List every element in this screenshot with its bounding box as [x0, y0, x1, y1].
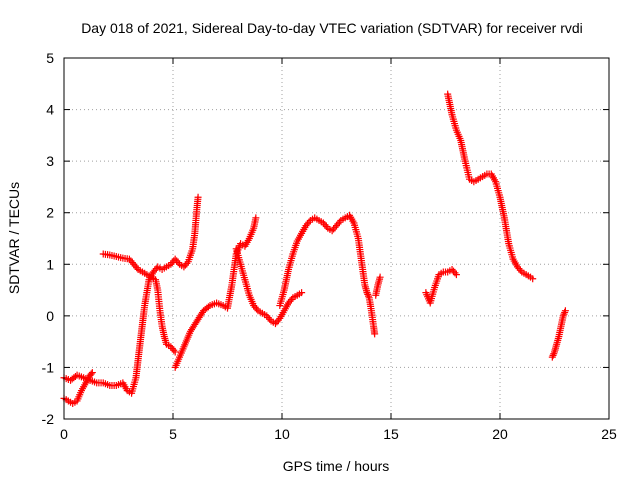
- y-tick-label: -2: [42, 411, 55, 427]
- chart-title: Day 018 of 2021, Sidereal Day-to-day VTE…: [81, 20, 583, 36]
- data-point-marker: [516, 266, 524, 274]
- x-tick-label: 10: [274, 426, 290, 442]
- grid: [64, 58, 609, 419]
- data-point-marker: [287, 296, 295, 304]
- data-point-marker: [298, 289, 306, 297]
- data-point-marker: [451, 269, 459, 277]
- data-point-marker: [364, 292, 372, 300]
- data-point-marker: [170, 346, 178, 354]
- x-tick-label: 20: [492, 426, 508, 442]
- data-point-marker: [174, 259, 182, 267]
- data-point-marker: [549, 351, 557, 359]
- data-point-marker: [335, 218, 343, 226]
- y-tick-label: -1: [42, 359, 55, 375]
- data-points: [60, 90, 569, 408]
- y-axis-label: SDTVAR / TECUs: [6, 182, 22, 294]
- data-point-marker: [87, 370, 95, 378]
- data-point-marker: [204, 303, 212, 311]
- data-point-marker: [194, 193, 202, 201]
- data-point-marker: [371, 330, 379, 338]
- x-axis-label: GPS time / hours: [283, 458, 390, 474]
- x-tick-label: 5: [169, 426, 177, 442]
- y-tick-label: 0: [46, 308, 54, 324]
- data-point-marker: [183, 259, 191, 267]
- y-tick-label: 1: [46, 256, 54, 272]
- data-point-marker: [133, 264, 141, 272]
- y-tick-label: 4: [46, 102, 54, 118]
- data-point-marker: [559, 312, 567, 320]
- data-point-marker: [529, 275, 537, 283]
- data-point-marker: [266, 315, 274, 323]
- x-tick-label: 15: [383, 426, 399, 442]
- data-point-marker: [322, 222, 330, 230]
- data-point-marker: [252, 214, 260, 222]
- data-point-marker: [253, 305, 261, 313]
- data-point-marker: [561, 308, 569, 316]
- data-point-marker: [561, 307, 569, 315]
- data-point-marker: [363, 289, 371, 297]
- data-point-marker: [548, 353, 556, 361]
- data-point-marker: [560, 310, 568, 318]
- data-point-marker: [550, 350, 558, 358]
- y-tick-label: 2: [46, 205, 54, 221]
- x-tick-label: 0: [60, 426, 68, 442]
- x-tick-label: 25: [601, 426, 617, 442]
- axis-ticks: 0 5 10 15 20 25 -2 -1 0 1 2 3 4 5: [42, 50, 617, 442]
- y-tick-label: 3: [46, 153, 54, 169]
- data-point-marker: [171, 348, 179, 356]
- data-point-marker: [376, 273, 384, 281]
- y-tick-label: 5: [46, 50, 54, 66]
- data-point-marker: [274, 316, 282, 324]
- data-point-marker: [364, 290, 372, 298]
- data-point-marker: [452, 271, 460, 279]
- data-point-marker: [305, 218, 313, 226]
- data-point-marker: [88, 369, 96, 377]
- plot-frame: [63, 57, 610, 420]
